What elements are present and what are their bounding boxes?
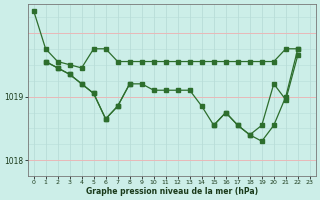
X-axis label: Graphe pression niveau de la mer (hPa): Graphe pression niveau de la mer (hPa) [86, 187, 258, 196]
